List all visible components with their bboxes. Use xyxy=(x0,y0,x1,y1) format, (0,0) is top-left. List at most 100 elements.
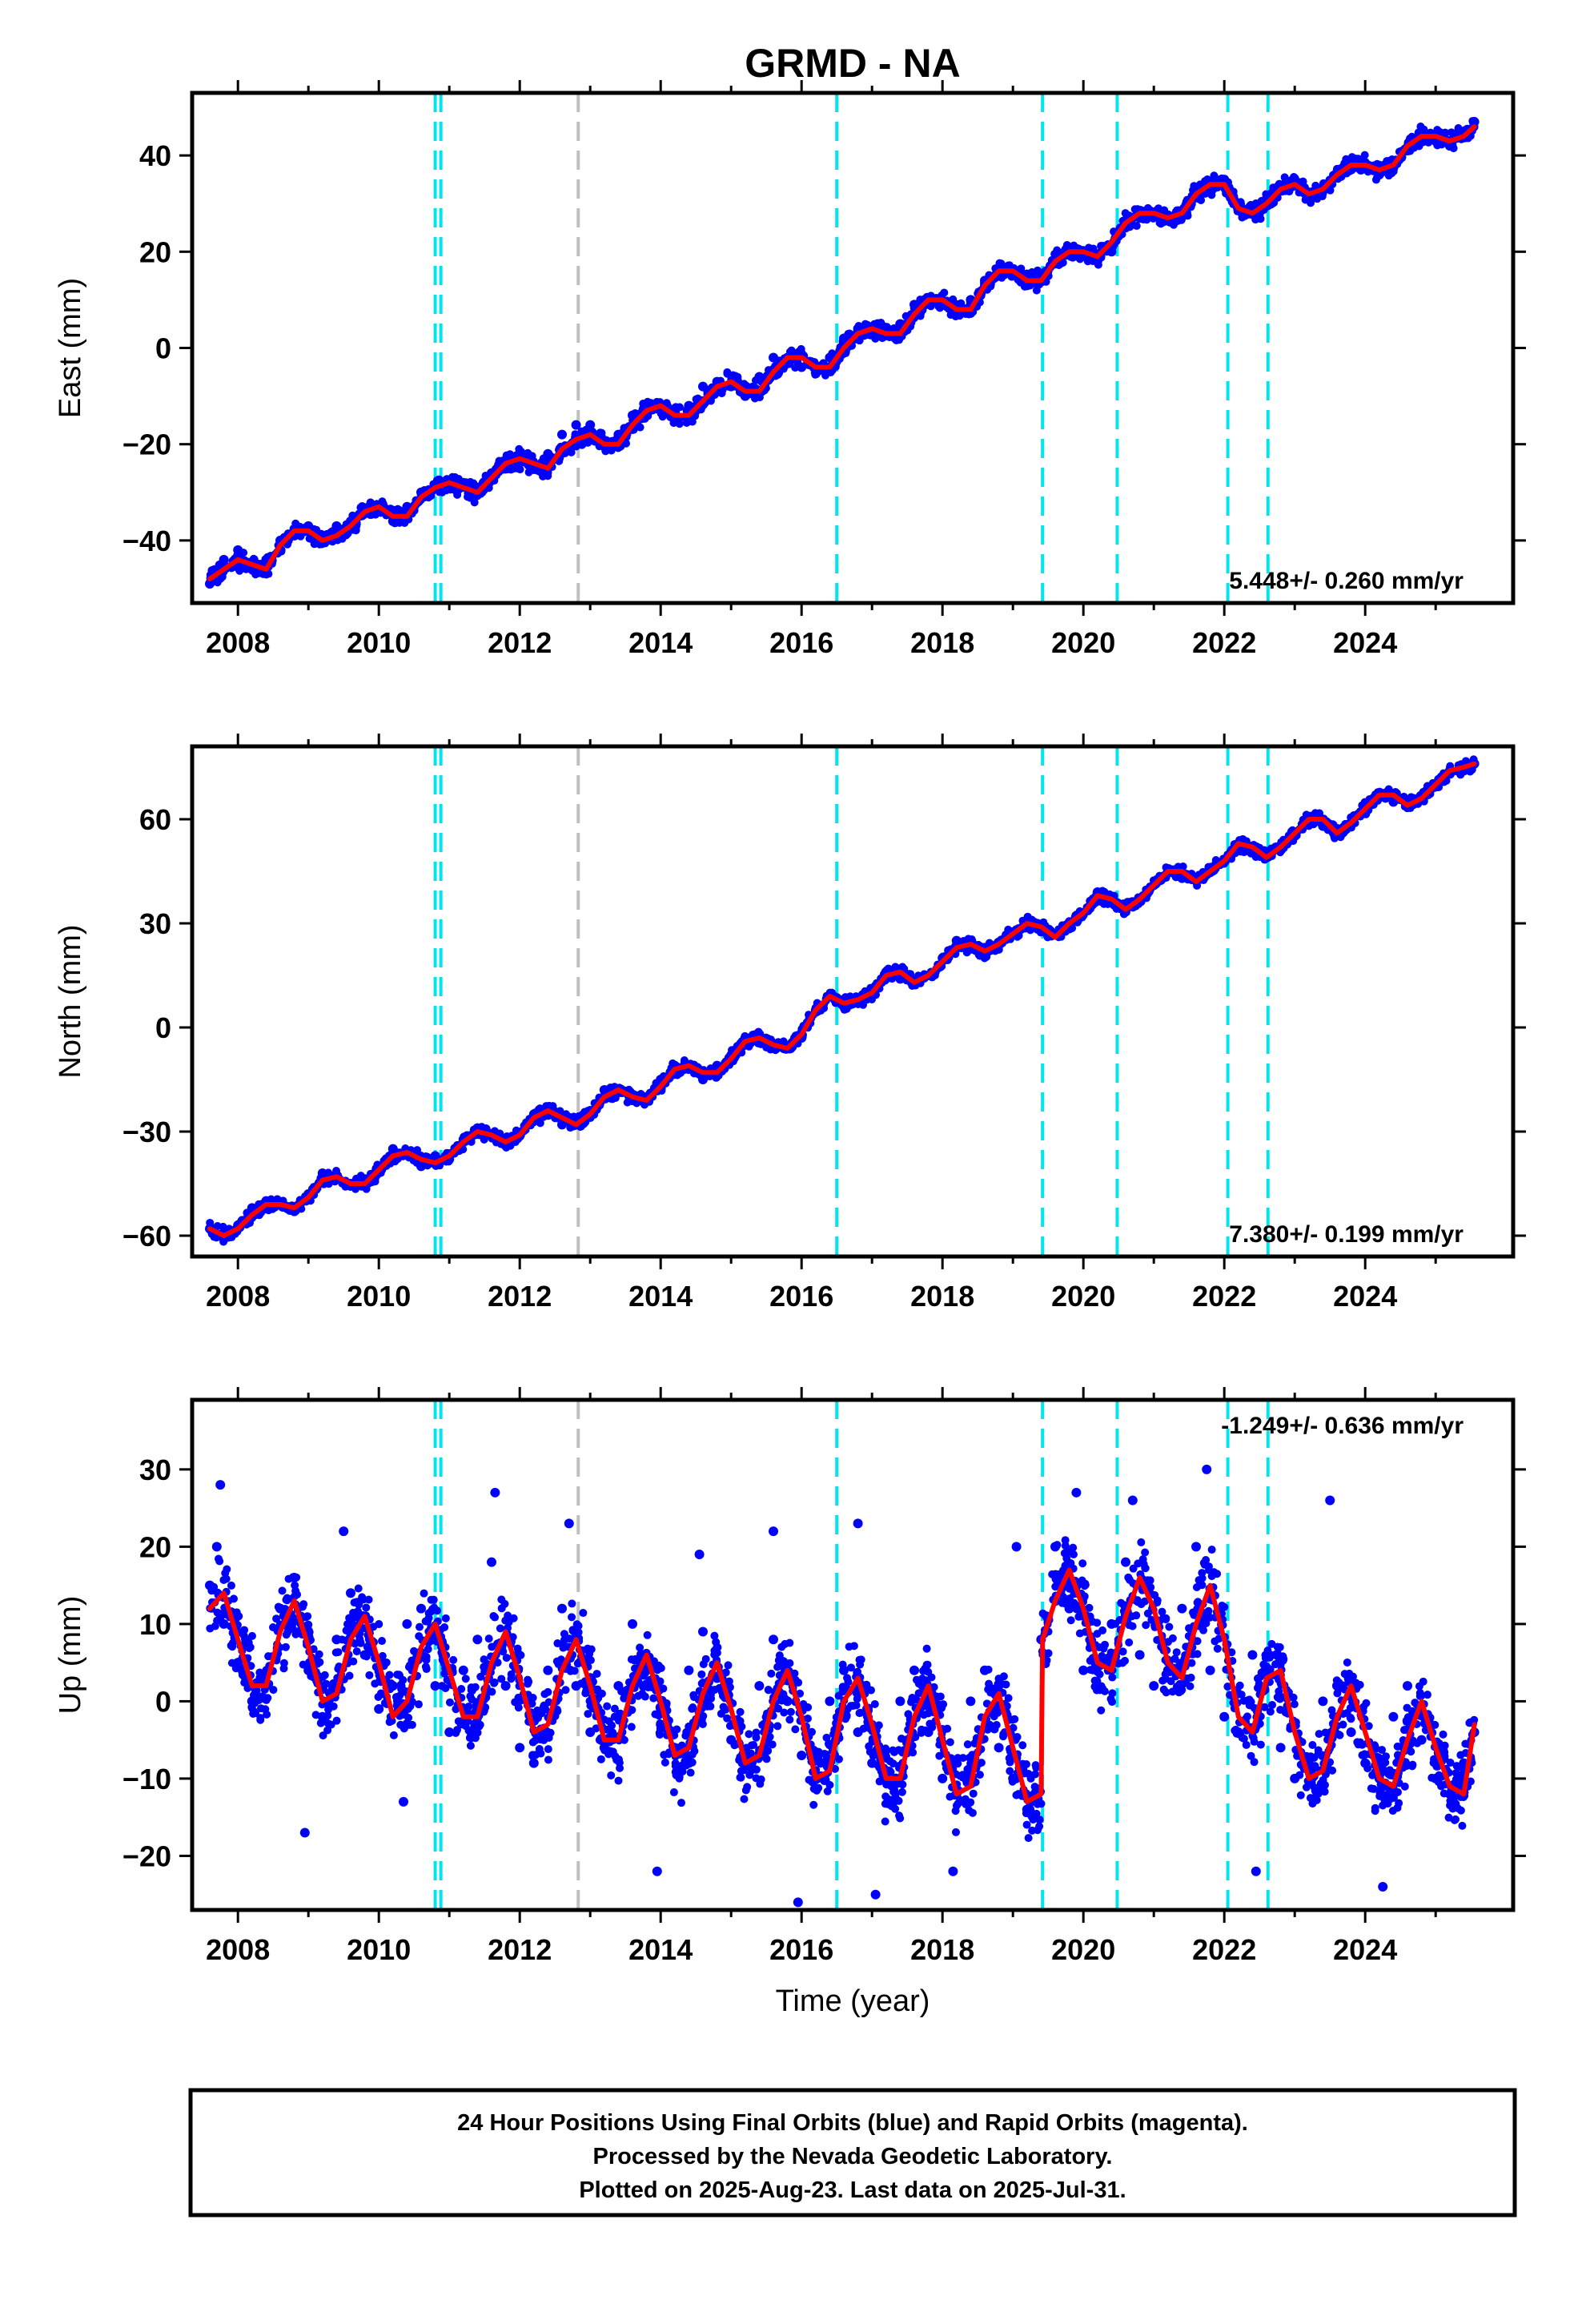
x-tick-label: 2022 xyxy=(1192,1280,1256,1313)
x-tick-label: 2012 xyxy=(488,626,552,659)
data-point xyxy=(303,521,314,531)
data-point xyxy=(1023,912,1032,921)
data-point xyxy=(387,1144,398,1154)
data-point xyxy=(567,448,576,456)
data-point xyxy=(909,300,919,310)
model-fit-line xyxy=(207,761,1477,1238)
y-axis-label: North (mm) xyxy=(54,924,87,1078)
data-point xyxy=(205,578,215,589)
figure-title: GRMD - NA xyxy=(745,41,960,86)
data-point xyxy=(1384,785,1393,794)
data-point xyxy=(684,400,694,411)
data-point xyxy=(1416,122,1425,131)
velocity-label: 5.448+/- 0.260 mm/yr xyxy=(1229,568,1464,594)
data-point xyxy=(466,477,475,486)
x-tick-label: 2008 xyxy=(206,1280,270,1313)
data-point xyxy=(305,534,314,543)
data-point xyxy=(1027,267,1036,276)
data-point xyxy=(974,950,983,959)
x-tick-label: 2014 xyxy=(628,626,693,659)
data-point xyxy=(416,1161,426,1172)
data-point xyxy=(861,320,869,328)
data-point xyxy=(432,476,441,485)
data-point xyxy=(1106,247,1117,257)
data-point xyxy=(980,954,989,963)
data-point xyxy=(685,416,694,424)
data-point xyxy=(1143,203,1152,212)
data-point xyxy=(723,369,732,378)
data-point xyxy=(721,1668,730,1677)
data-point xyxy=(769,352,778,363)
x-tick-label: 2010 xyxy=(347,626,411,659)
x-tick-label: 2018 xyxy=(910,626,974,659)
data-point xyxy=(466,493,475,502)
y-tick-label: 0 xyxy=(155,332,171,365)
x-tick-label: 2024 xyxy=(1333,626,1397,659)
data-point xyxy=(1444,141,1455,151)
plot-area-north xyxy=(205,746,1480,1256)
data-point xyxy=(839,333,849,344)
data-point xyxy=(504,452,512,460)
data-point xyxy=(1211,856,1220,865)
data-point xyxy=(797,362,807,372)
data-point xyxy=(441,1614,450,1622)
y-tick-label: 60 xyxy=(139,803,171,836)
plot-area-east xyxy=(205,93,1480,603)
data-point xyxy=(310,540,319,549)
y-tick-label: −40 xyxy=(122,525,171,557)
data-point xyxy=(706,396,715,405)
data-point xyxy=(755,392,764,400)
data-point xyxy=(219,1222,227,1231)
data-point xyxy=(698,381,708,392)
data-point xyxy=(1004,1694,1013,1703)
data-point xyxy=(235,566,244,575)
data-point xyxy=(557,1120,567,1130)
data-point xyxy=(1360,151,1369,159)
y-tick-label: 40 xyxy=(139,139,171,172)
x-tick-label: 2022 xyxy=(1192,626,1256,659)
data-point xyxy=(951,935,962,946)
data-point xyxy=(669,415,680,425)
data-point xyxy=(1454,124,1463,133)
data-point xyxy=(362,1184,371,1193)
data-point xyxy=(891,335,900,344)
x-tick-label: 2016 xyxy=(769,1280,833,1313)
data-point xyxy=(1207,188,1215,197)
data-point xyxy=(413,1146,422,1155)
data-point xyxy=(698,1075,708,1084)
data-point xyxy=(658,412,667,421)
data-point xyxy=(543,448,553,459)
data-point xyxy=(557,429,567,440)
data-point xyxy=(599,1085,609,1095)
model-fit-line xyxy=(207,124,1477,581)
data-point xyxy=(331,521,342,531)
x-tick-label: 2012 xyxy=(488,1280,552,1313)
velocity-label: 7.380+/- 0.199 mm/yr xyxy=(1229,1221,1464,1248)
data-point xyxy=(1347,153,1356,162)
data-point xyxy=(502,1654,511,1663)
data-point xyxy=(387,516,398,526)
panel-east: 2008 2010 2012 2014 2016 2018 2020 2022 2024−40−… xyxy=(54,80,1526,659)
data-point xyxy=(1092,256,1102,267)
data-point xyxy=(312,525,321,534)
data-point xyxy=(745,1042,753,1051)
panel-north: 2008 2010 2012 2014 2016 2018 2020 2022 2024−60−… xyxy=(54,734,1526,1313)
data-point xyxy=(390,505,399,514)
y-tick-label: −60 xyxy=(122,1220,171,1252)
y-axis-label: East (mm) xyxy=(54,278,87,418)
data-point xyxy=(754,372,765,382)
data-point xyxy=(710,1631,719,1640)
data-point xyxy=(889,324,898,332)
data-point xyxy=(513,464,522,472)
x-tick-label: 2018 xyxy=(910,1280,974,1313)
data-point xyxy=(680,1055,689,1064)
x-tick-label: 2020 xyxy=(1051,1280,1115,1313)
y-tick-label: −20 xyxy=(122,428,171,461)
y-tick-label: −30 xyxy=(122,1116,171,1148)
x-tick-label: 2024 xyxy=(1333,1280,1397,1313)
data-point xyxy=(1374,170,1384,180)
x-tick-label: 2016 xyxy=(769,626,833,659)
data-point xyxy=(219,554,229,565)
data-point xyxy=(515,448,525,459)
